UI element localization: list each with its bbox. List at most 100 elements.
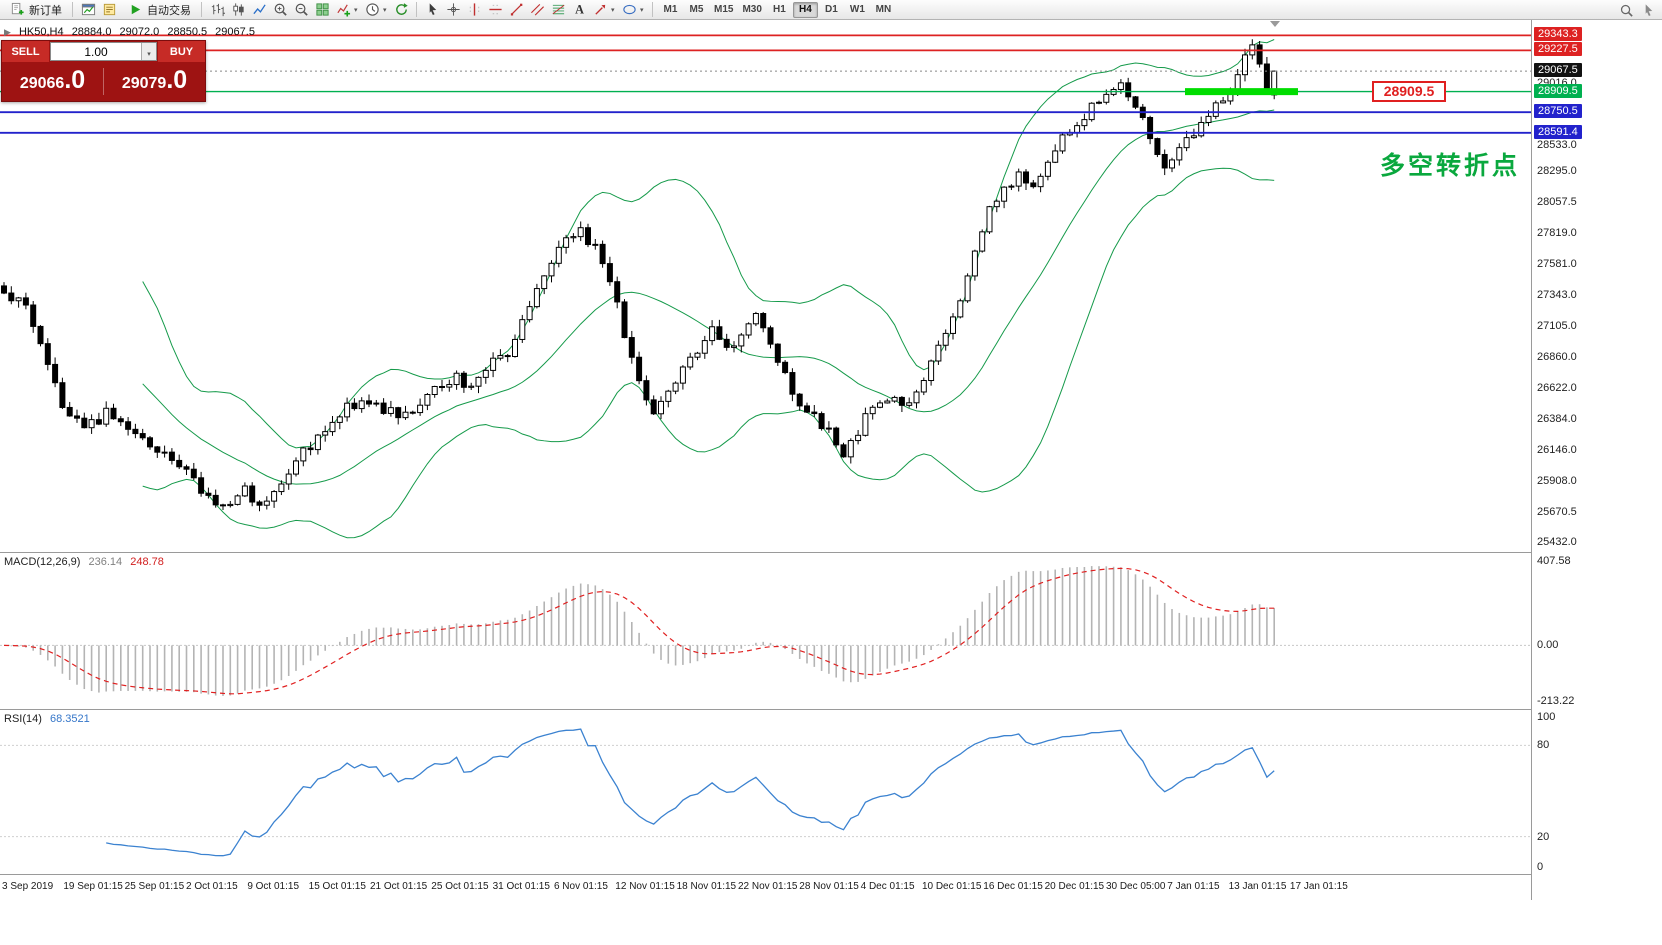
toolbar-separator: [416, 2, 417, 17]
time-axis-label: 28 Nov 01:15: [799, 881, 859, 892]
candlestick-icon[interactable]: [228, 0, 248, 19]
chevron-down-icon[interactable]: ▾: [640, 6, 644, 14]
pointer-icon[interactable]: [1638, 1, 1658, 20]
symbol-marker-icon: ▶: [4, 27, 11, 37]
buy-price[interactable]: 29079.0: [121, 65, 188, 94]
auto-trading-label: 自动交易: [147, 4, 191, 17]
axis-tick-label: 25670.5: [1537, 505, 1577, 518]
price-line-label: 29067.5: [1534, 63, 1582, 78]
timeframe-h4[interactable]: H4: [792, 1, 818, 18]
rsi-value: 68.3521: [49, 713, 90, 725]
axis-tick-label: 26146.0: [1537, 443, 1577, 456]
toolbar-separator: [652, 2, 653, 17]
timeframe-d1[interactable]: D1: [819, 2, 844, 18]
axis-tick-label: 28533.0: [1537, 139, 1577, 152]
timeframes-group: M1 M5 M15 M30 H1 H4 D1 W1 MN: [658, 1, 896, 18]
rsi-name: RSI(14): [4, 713, 42, 725]
axis-tick-label: 27819.0: [1537, 226, 1577, 239]
chevron-down-icon[interactable]: ▾: [383, 6, 387, 14]
price-level-flag[interactable]: 28909.5: [1372, 80, 1446, 102]
axis-tick-label: 26860.0: [1537, 351, 1577, 364]
chevron-down-icon: ▾: [147, 51, 151, 58]
chevron-down-icon[interactable]: ▾: [611, 6, 615, 14]
price-line-label: 29343.3: [1534, 27, 1582, 42]
time-axis-label: 9 Oct 01:15: [247, 881, 300, 892]
panel-separator[interactable]: [0, 709, 1662, 710]
axis-tick-label: 0.00: [1537, 639, 1559, 652]
zoom-in-icon[interactable]: [270, 0, 290, 19]
axis-tick-label: 28295.0: [1537, 165, 1577, 178]
search-icon[interactable]: [1616, 1, 1636, 20]
buy-button[interactable]: BUY: [158, 41, 205, 62]
one-click-trading-widget: SELL ▾ BUY 29066.0 29079.0: [1, 40, 206, 102]
horizontal-line-icon[interactable]: [485, 0, 505, 19]
toolbar-separator: [72, 2, 73, 17]
trade-widget-prices: 29066.0 29079.0: [2, 62, 205, 101]
main-toolbar: 新订单 自动交易 ▾ ▾ A ▾ ▾ M1 M5 M15 M30 H1 H4 D1 W1 MN: [0, 0, 1662, 20]
bar-close: 29067.5: [215, 26, 255, 38]
line-chart-icon[interactable]: [249, 0, 269, 19]
timeframe-m15[interactable]: M15: [710, 2, 737, 18]
timeframe-mn[interactable]: MN: [871, 2, 896, 18]
shapes-icon[interactable]: [619, 0, 639, 19]
axis-tick-label: 25908.0: [1537, 474, 1577, 487]
time-axis-label: 21 Oct 01:15: [369, 881, 428, 892]
window-tools-group: [78, 0, 119, 19]
refresh-icon[interactable]: [391, 0, 411, 19]
equidistant-channel-icon[interactable]: [527, 0, 547, 19]
timeframe-h1[interactable]: H1: [767, 2, 792, 18]
sell-price[interactable]: 29066.0: [19, 65, 86, 94]
price-chart-canvas[interactable]: [0, 20, 1531, 552]
rsi-panel-canvas[interactable]: [0, 710, 1531, 874]
time-axis-label: 13 Jan 01:15: [1228, 881, 1287, 892]
time-axis-label: 17 Jan 01:15: [1289, 881, 1348, 892]
bar-chart-icon[interactable]: [207, 0, 227, 19]
macd-panel-canvas[interactable]: [0, 553, 1531, 709]
panel-separator[interactable]: [0, 552, 1662, 553]
time-axis-label: 18 Nov 01:15: [676, 881, 737, 892]
trendline-icon[interactable]: [506, 0, 526, 19]
time-axis-label: 31 Oct 01:15: [492, 881, 550, 892]
price-line-label: 28591.4: [1534, 124, 1582, 139]
zoom-out-icon[interactable]: [291, 0, 311, 19]
timeframe-m1[interactable]: M1: [658, 2, 683, 18]
chart-annotation-text[interactable]: 多空转折点: [1380, 152, 1521, 180]
chevron-down-icon[interactable]: ▾: [354, 6, 358, 14]
periods-icon[interactable]: [362, 0, 382, 19]
new-order-icon: [8, 1, 26, 18]
profile-icon[interactable]: [99, 0, 119, 19]
cursor-icon[interactable]: [422, 0, 442, 19]
bar-open: 28884.0: [71, 26, 112, 38]
indicators-icon[interactable]: [333, 0, 353, 19]
time-axis-label: 2 Oct 01:15: [185, 881, 238, 892]
fibonacci-icon[interactable]: [548, 0, 568, 19]
time-axis-label: 16 Dec 01:15: [983, 881, 1043, 892]
axis-tick-label: 100: [1537, 711, 1556, 723]
price-axis[interactable]: 29016.0 28533.0 28295.0 28057.5 27819.0 27581…: [1531, 20, 1662, 900]
time-axis-label: 12 Nov 01:15: [615, 881, 675, 892]
auto-trading-button[interactable]: 自动交易: [121, 1, 196, 19]
crosshair-icon[interactable]: [443, 0, 463, 19]
arrow-icon[interactable]: [590, 0, 610, 19]
chart-workspace: ▶ HK50,H4 28884.0 29072.0 28850.5 29067.…: [0, 20, 1662, 945]
price-line-label: 29227.5: [1534, 42, 1582, 57]
axis-tick-label: 27581.0: [1537, 257, 1577, 270]
text-label-icon[interactable]: A: [569, 0, 589, 19]
axis-tick-label: 407.58: [1537, 555, 1571, 567]
tile-windows-icon[interactable]: [312, 0, 332, 19]
new-order-button[interactable]: 新订单: [3, 1, 67, 19]
chart-window-icon[interactable]: [78, 0, 98, 19]
chart-tools-group: ▾ ▾: [207, 0, 411, 19]
time-axis[interactable]: 3 Sep 2019 19 Sep 01:15 25 Sep 01:15 2 Oct …: [0, 876, 1531, 900]
macd-main-value: 236.14: [88, 556, 123, 568]
chart-shift-marker-icon[interactable]: [1270, 21, 1280, 27]
axis-tick-label: 20: [1537, 830, 1550, 843]
macd-indicator-label: MACD(12,26,9) 236.14 248.78: [4, 556, 164, 568]
volume-dropdown-button[interactable]: ▾: [141, 43, 156, 60]
vertical-line-icon[interactable]: [464, 0, 484, 19]
timeframe-w1[interactable]: W1: [845, 2, 870, 18]
volume-input[interactable]: [51, 43, 141, 60]
timeframe-m5[interactable]: M5: [684, 2, 709, 18]
timeframe-m30[interactable]: M30: [738, 2, 765, 18]
sell-button[interactable]: SELL: [2, 41, 49, 62]
